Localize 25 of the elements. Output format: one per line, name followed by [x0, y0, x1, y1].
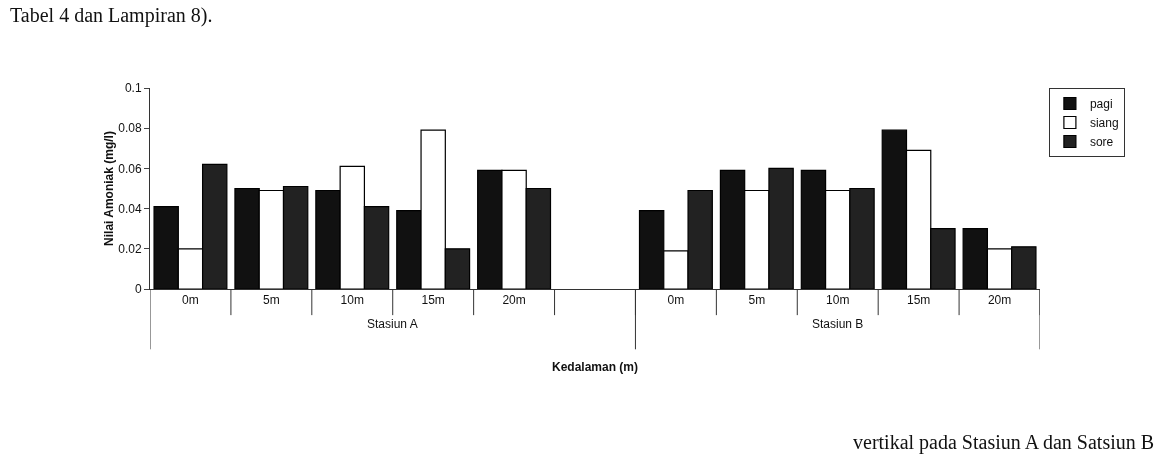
- y-tick-label: 0.02: [118, 242, 142, 256]
- x-tick-label: 10m: [826, 293, 850, 308]
- y-tick-label: 0.1: [124, 81, 142, 96]
- x-tick-label: 5m: [263, 293, 280, 308]
- y-axis-title: Nilai Amoniak (mg/l): [102, 131, 117, 246]
- x-tick-label: 20m: [502, 293, 526, 308]
- text: vertikal pada Stasiun A dan Satsiun B: [853, 431, 1155, 454]
- text: Tabel 4 dan Lampiran 8).: [10, 4, 213, 27]
- y-tick-label: 0.04: [118, 201, 142, 216]
- x-tick-label: 20m: [987, 293, 1012, 308]
- x-tick-label: 0m: [667, 293, 685, 308]
- legend-label: pagi: [1089, 97, 1113, 112]
- x-tick-label: 5m: [748, 293, 766, 308]
- legend-label: sore: [1089, 135, 1114, 150]
- legend-label: siang: [1089, 116, 1119, 131]
- x-axis-title: Kedalaman (m): [551, 360, 639, 375]
- y-tick-label: 0: [134, 282, 142, 297]
- x-tick-label: 15m: [906, 293, 931, 308]
- x-tick-label: 0m: [182, 293, 199, 308]
- y-tick-label: 0.08: [118, 121, 142, 136]
- text: Stasiun B: [812, 317, 864, 331]
- y-tick-label: 0.06: [118, 161, 142, 176]
- x-tick-label: 10m: [340, 293, 364, 308]
- text: Stasiun A: [367, 317, 418, 331]
- x-tick-label: 15m: [421, 293, 445, 308]
